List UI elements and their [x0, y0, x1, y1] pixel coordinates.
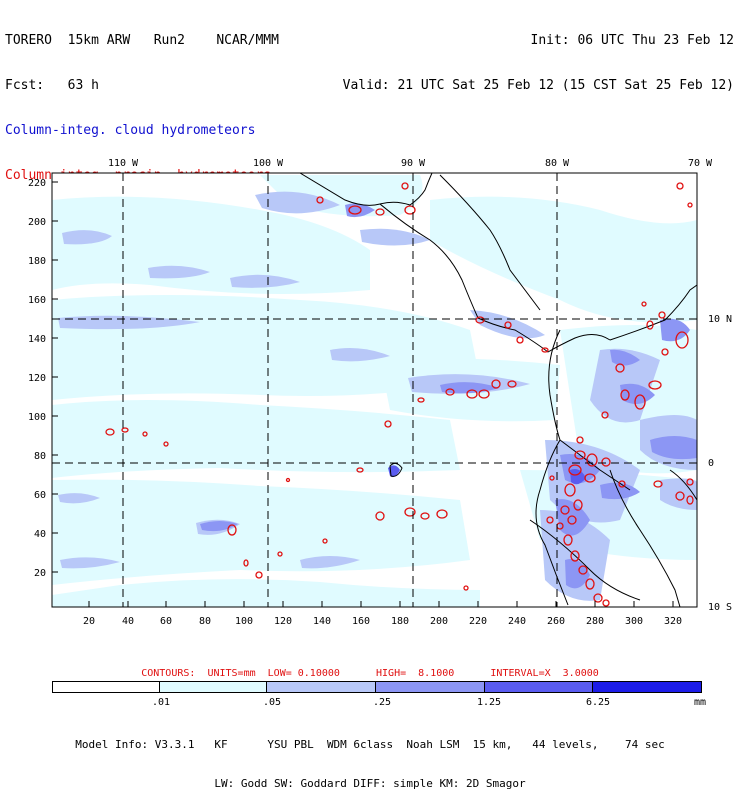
x-tick-label: 80 [199, 616, 211, 627]
init-time: Init: 06 UTC Thu 23 Feb 12 [530, 33, 735, 48]
x-tick-label: 260 [547, 616, 565, 627]
y-tick-label: 140 [28, 334, 46, 345]
y-tick-label: 120 [28, 373, 46, 384]
header-right: Init: 06 UTC Thu 23 Feb 12 Valid: 21 UTC… [343, 3, 734, 108]
y-tick-label: 160 [28, 295, 46, 306]
map-panel: 220 200 180 160 140 120 100 80 60 40 20 … [28, 158, 732, 627]
bottom-axis-labels: 20 40 60 80 100 120 140 160 180 200 220 … [83, 616, 682, 627]
latitude-labels: 10 N 0 10 S [708, 314, 732, 613]
color-bar [52, 681, 702, 693]
valid-time: Valid: 21 UTC Sat 25 Feb 12 (15 CST Sat … [342, 78, 734, 93]
color-bar-segment [159, 682, 268, 692]
precip-contours [105, 182, 694, 607]
color-bar-label: 1.25 [477, 697, 502, 708]
color-bar-label: .05 [263, 697, 282, 708]
model-info-footer: Model Info: V3.3.1 KF YSU PBL WDM 6class… [0, 712, 740, 803]
x-tick-label: 320 [664, 616, 682, 627]
color-bar-unit: mm [694, 697, 707, 708]
model-title: TORERO 15km ARW Run2 NCAR/MMM [5, 33, 279, 48]
shaded-field [52, 173, 697, 607]
y-tick-label: 40 [34, 529, 46, 540]
forecast-hour: Fcst: 63 h [5, 78, 99, 93]
lon-label: 70 W [688, 158, 713, 169]
x-tick-label: 220 [469, 616, 487, 627]
y-tick-label: 180 [28, 256, 46, 267]
x-tick-label: 40 [122, 616, 134, 627]
x-tick-label: 200 [430, 616, 448, 627]
graticule [52, 173, 697, 607]
y-tick-label: 200 [28, 217, 46, 228]
color-bar-segment [376, 682, 485, 692]
y-tick-label: 100 [28, 412, 46, 423]
y-tick-label: 220 [28, 178, 46, 189]
y-tick-label: 80 [34, 451, 46, 462]
x-tick-label: 280 [586, 616, 604, 627]
color-bar-segment [484, 682, 594, 692]
x-tick-label: 160 [352, 616, 370, 627]
y-tick-label: 20 [34, 568, 46, 579]
lat-label: 10 S [708, 602, 732, 613]
color-bar-label: .25 [373, 697, 392, 708]
x-tick-label: 240 [508, 616, 526, 627]
longitude-labels: 110 W 100 W 90 W 80 W 70 W [108, 158, 713, 169]
x-tick-label: 300 [625, 616, 643, 627]
legend-cloud: Column-integ. cloud hydrometeors [5, 123, 256, 138]
y-tick-label: 60 [34, 490, 46, 501]
left-axis-labels: 220 200 180 160 140 120 100 80 60 40 20 [28, 178, 46, 579]
color-bar-segment [593, 682, 702, 692]
x-tick-label: 180 [391, 616, 409, 627]
tick-marks [52, 181, 674, 607]
color-bar-segment [267, 682, 377, 692]
color-bar-label: 6.25 [586, 697, 611, 708]
x-tick-label: 20 [83, 616, 95, 627]
lat-label: 10 N [708, 314, 732, 325]
lon-label: 110 W [108, 158, 139, 169]
x-tick-label: 120 [274, 616, 292, 627]
x-tick-label: 140 [313, 616, 331, 627]
lon-label: 90 W [401, 158, 426, 169]
lon-label: 100 W [253, 158, 284, 169]
x-tick-label: 100 [235, 616, 253, 627]
lon-label: 80 W [545, 158, 570, 169]
physics-info-line: LW: Godd SW: Goddard DIFF: simple KM: 2D… [214, 777, 526, 790]
x-tick-label: 60 [160, 616, 172, 627]
color-bar-label: .01 [152, 697, 171, 708]
contour-info: CONTOURS: UNITS=mm LOW= 0.10000 HIGH= 8.… [141, 668, 599, 679]
plot-frame [51, 172, 698, 608]
color-bar-segment [53, 682, 160, 692]
lat-label: 0 [708, 458, 714, 469]
